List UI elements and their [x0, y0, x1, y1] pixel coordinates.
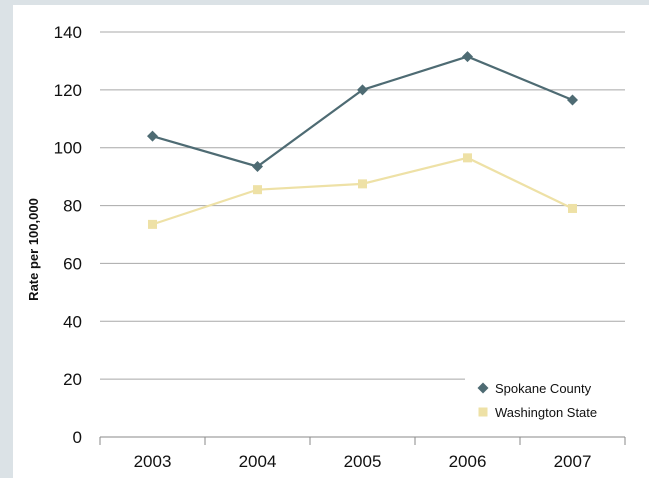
y-tick-label-0: 0 [73, 428, 82, 447]
y-tick-label-80: 80 [63, 197, 82, 216]
legend-box [465, 371, 641, 431]
series-0-point-2004 [252, 161, 263, 173]
x-tick-label-2006: 2006 [449, 452, 487, 471]
series-1-point-2007 [568, 203, 577, 213]
x-tick-label-2003: 2003 [134, 452, 172, 471]
y-tick-label-60: 60 [63, 254, 82, 273]
series-1-point-2003 [148, 219, 157, 229]
gridlines [100, 31, 625, 380]
series-0-point-2007 [567, 94, 578, 106]
series-line-1 [152, 156, 573, 226]
series-1-point-2004 [253, 185, 262, 195]
axes [99, 436, 626, 445]
x-tick-label-2005: 2005 [344, 452, 382, 471]
y-tick-label-120: 120 [54, 81, 82, 100]
series-0-point-2005 [357, 84, 368, 96]
series-layer [147, 51, 578, 229]
series-1-point-2005 [358, 179, 367, 189]
y-tick-label-100: 100 [54, 139, 82, 158]
legend-label-0: Spokane County [495, 381, 592, 396]
legend-swatch-0 [477, 382, 489, 394]
series-line-0 [152, 55, 573, 168]
series-0-point-2006 [462, 51, 473, 63]
y-axis-title: Rate per 100,000 [26, 198, 41, 301]
x-axis-tick-labels: 2003 2004 2005 2006 2007 [134, 452, 592, 471]
y-tick-label-40: 40 [63, 312, 82, 331]
chart-panel: 0 20 40 60 80 100 120 140 2003 2004 2005 2006 2007 … [13, 5, 649, 478]
series-1-point-2006 [463, 153, 472, 163]
x-tick-label-2007: 2007 [554, 452, 592, 471]
y-tick-label-20: 20 [63, 370, 82, 389]
series-1 [148, 153, 577, 229]
series-0-point-2003 [147, 130, 158, 142]
y-tick-label-140: 140 [54, 23, 82, 42]
y-axis-tick-labels: 0 20 40 60 80 100 120 140 [54, 23, 82, 447]
legend-label-1: Washington State [495, 405, 597, 420]
legend: Spokane County Washington State [465, 371, 641, 431]
legend-swatch-1 [478, 407, 488, 417]
x-tick-label-2004: 2004 [239, 452, 277, 471]
series-0 [147, 51, 578, 173]
